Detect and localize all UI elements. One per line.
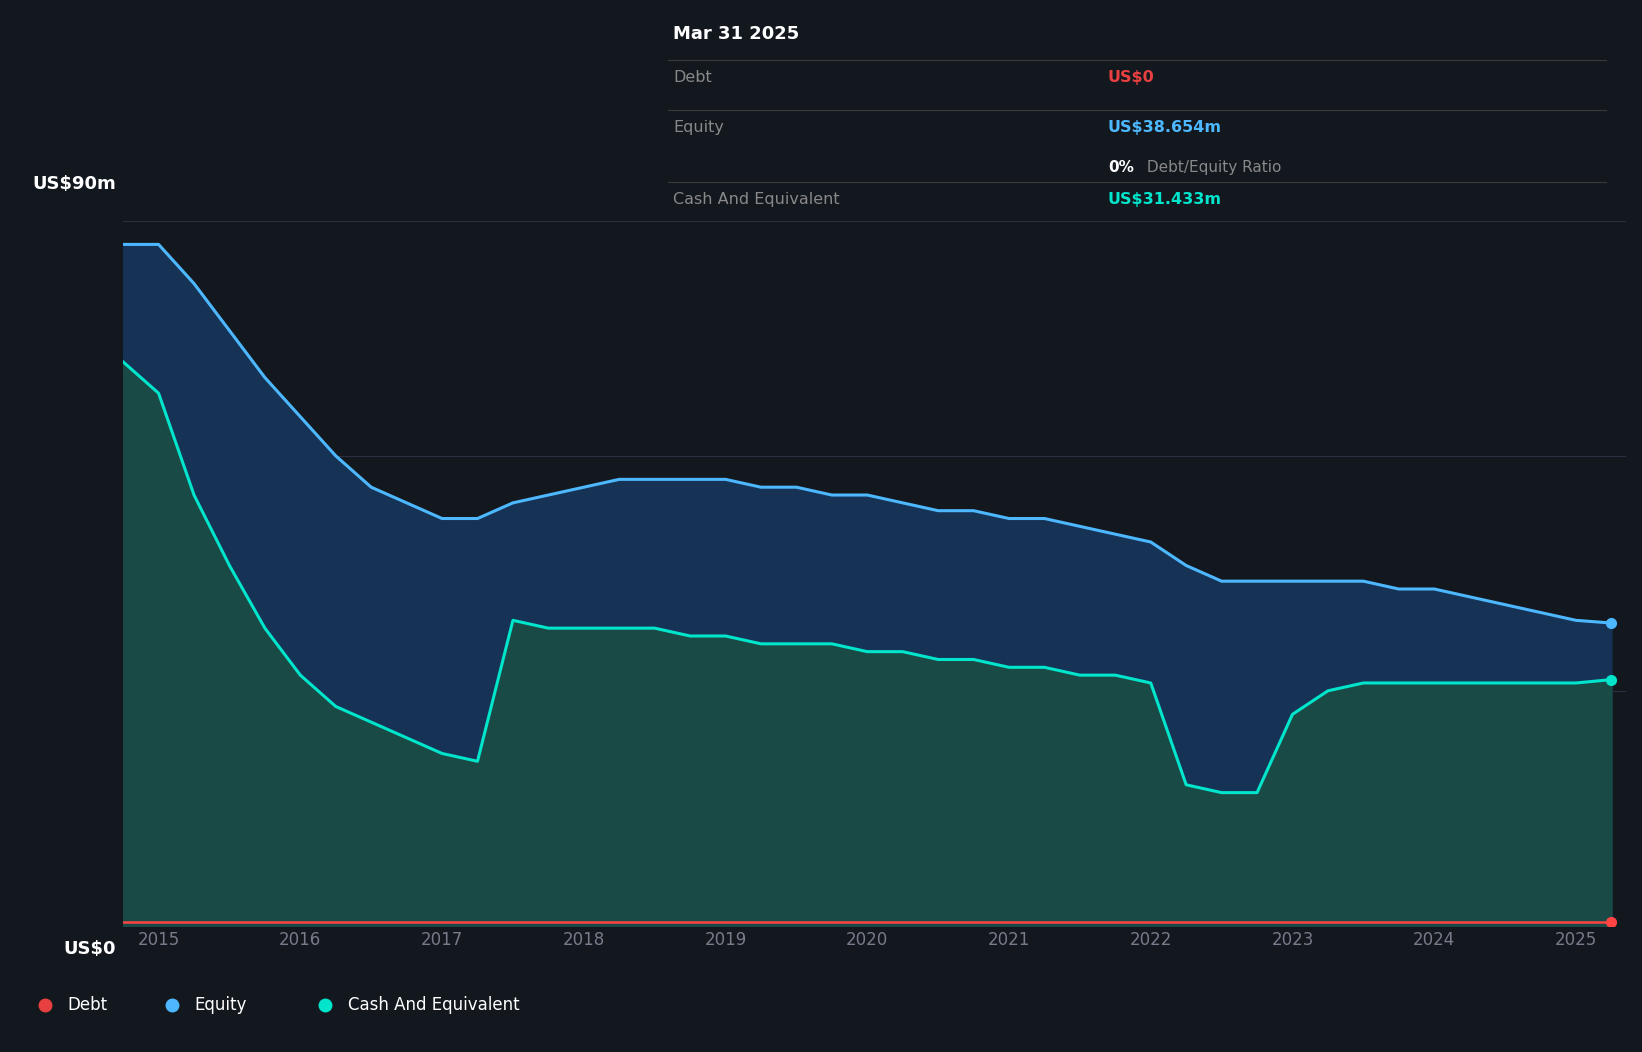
Text: Equity: Equity (194, 995, 246, 1014)
Text: Equity: Equity (673, 120, 724, 136)
Text: US$38.654m: US$38.654m (1108, 120, 1222, 136)
Text: US$31.433m: US$31.433m (1108, 193, 1222, 207)
Text: Debt: Debt (673, 70, 711, 85)
Text: Cash And Equivalent: Cash And Equivalent (673, 193, 839, 207)
Text: Debt/Equity Ratio: Debt/Equity Ratio (1141, 160, 1281, 176)
Text: Mar 31 2025: Mar 31 2025 (673, 24, 800, 42)
Text: US$90m: US$90m (31, 175, 115, 193)
Text: US$0: US$0 (1108, 70, 1154, 85)
Text: 0%: 0% (1108, 160, 1133, 176)
Text: Cash And Equivalent: Cash And Equivalent (348, 995, 519, 1014)
Text: US$0: US$0 (62, 939, 115, 958)
Text: Debt: Debt (67, 995, 108, 1014)
